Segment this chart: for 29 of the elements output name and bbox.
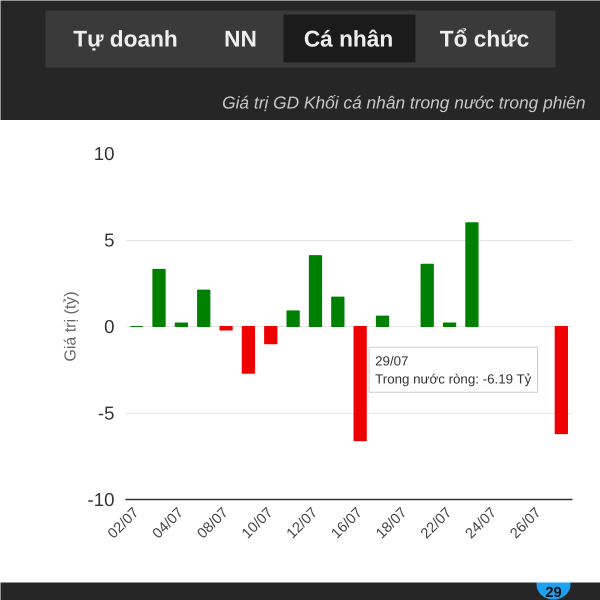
y-tick-label: -5	[98, 402, 115, 424]
bar	[465, 222, 479, 327]
y-tick-label: -10	[88, 489, 115, 510]
bar	[286, 310, 300, 327]
text: Tự doanh	[73, 26, 178, 52]
bar	[308, 255, 322, 327]
bar	[420, 264, 434, 327]
bar	[376, 316, 390, 327]
bar	[264, 326, 278, 344]
bar	[174, 322, 188, 327]
y-tick-label: 5	[104, 230, 115, 250]
bar	[197, 290, 210, 327]
y-axis-title: Giá trị (tỷ)	[62, 291, 80, 362]
y-tick-label: 10	[94, 143, 115, 164]
annotation: 29/07	[375, 353, 408, 368]
bar	[242, 326, 256, 374]
text: NN	[224, 26, 257, 52]
text: 29	[545, 585, 562, 600]
y-tick-label: 0	[104, 316, 115, 337]
text: Cá nhân	[304, 26, 394, 52]
bar	[331, 296, 344, 327]
bar	[152, 268, 166, 327]
bar	[442, 322, 456, 327]
chart-title: Giá trị GD Khối cá nhân trong nước trong phiên	[222, 92, 586, 112]
bar	[219, 326, 233, 330]
annotation: Trong nước ròng: -6.19 Tỷ	[375, 371, 532, 386]
text: Tổ chức	[440, 26, 530, 52]
bar	[354, 326, 367, 442]
bar	[554, 326, 568, 434]
